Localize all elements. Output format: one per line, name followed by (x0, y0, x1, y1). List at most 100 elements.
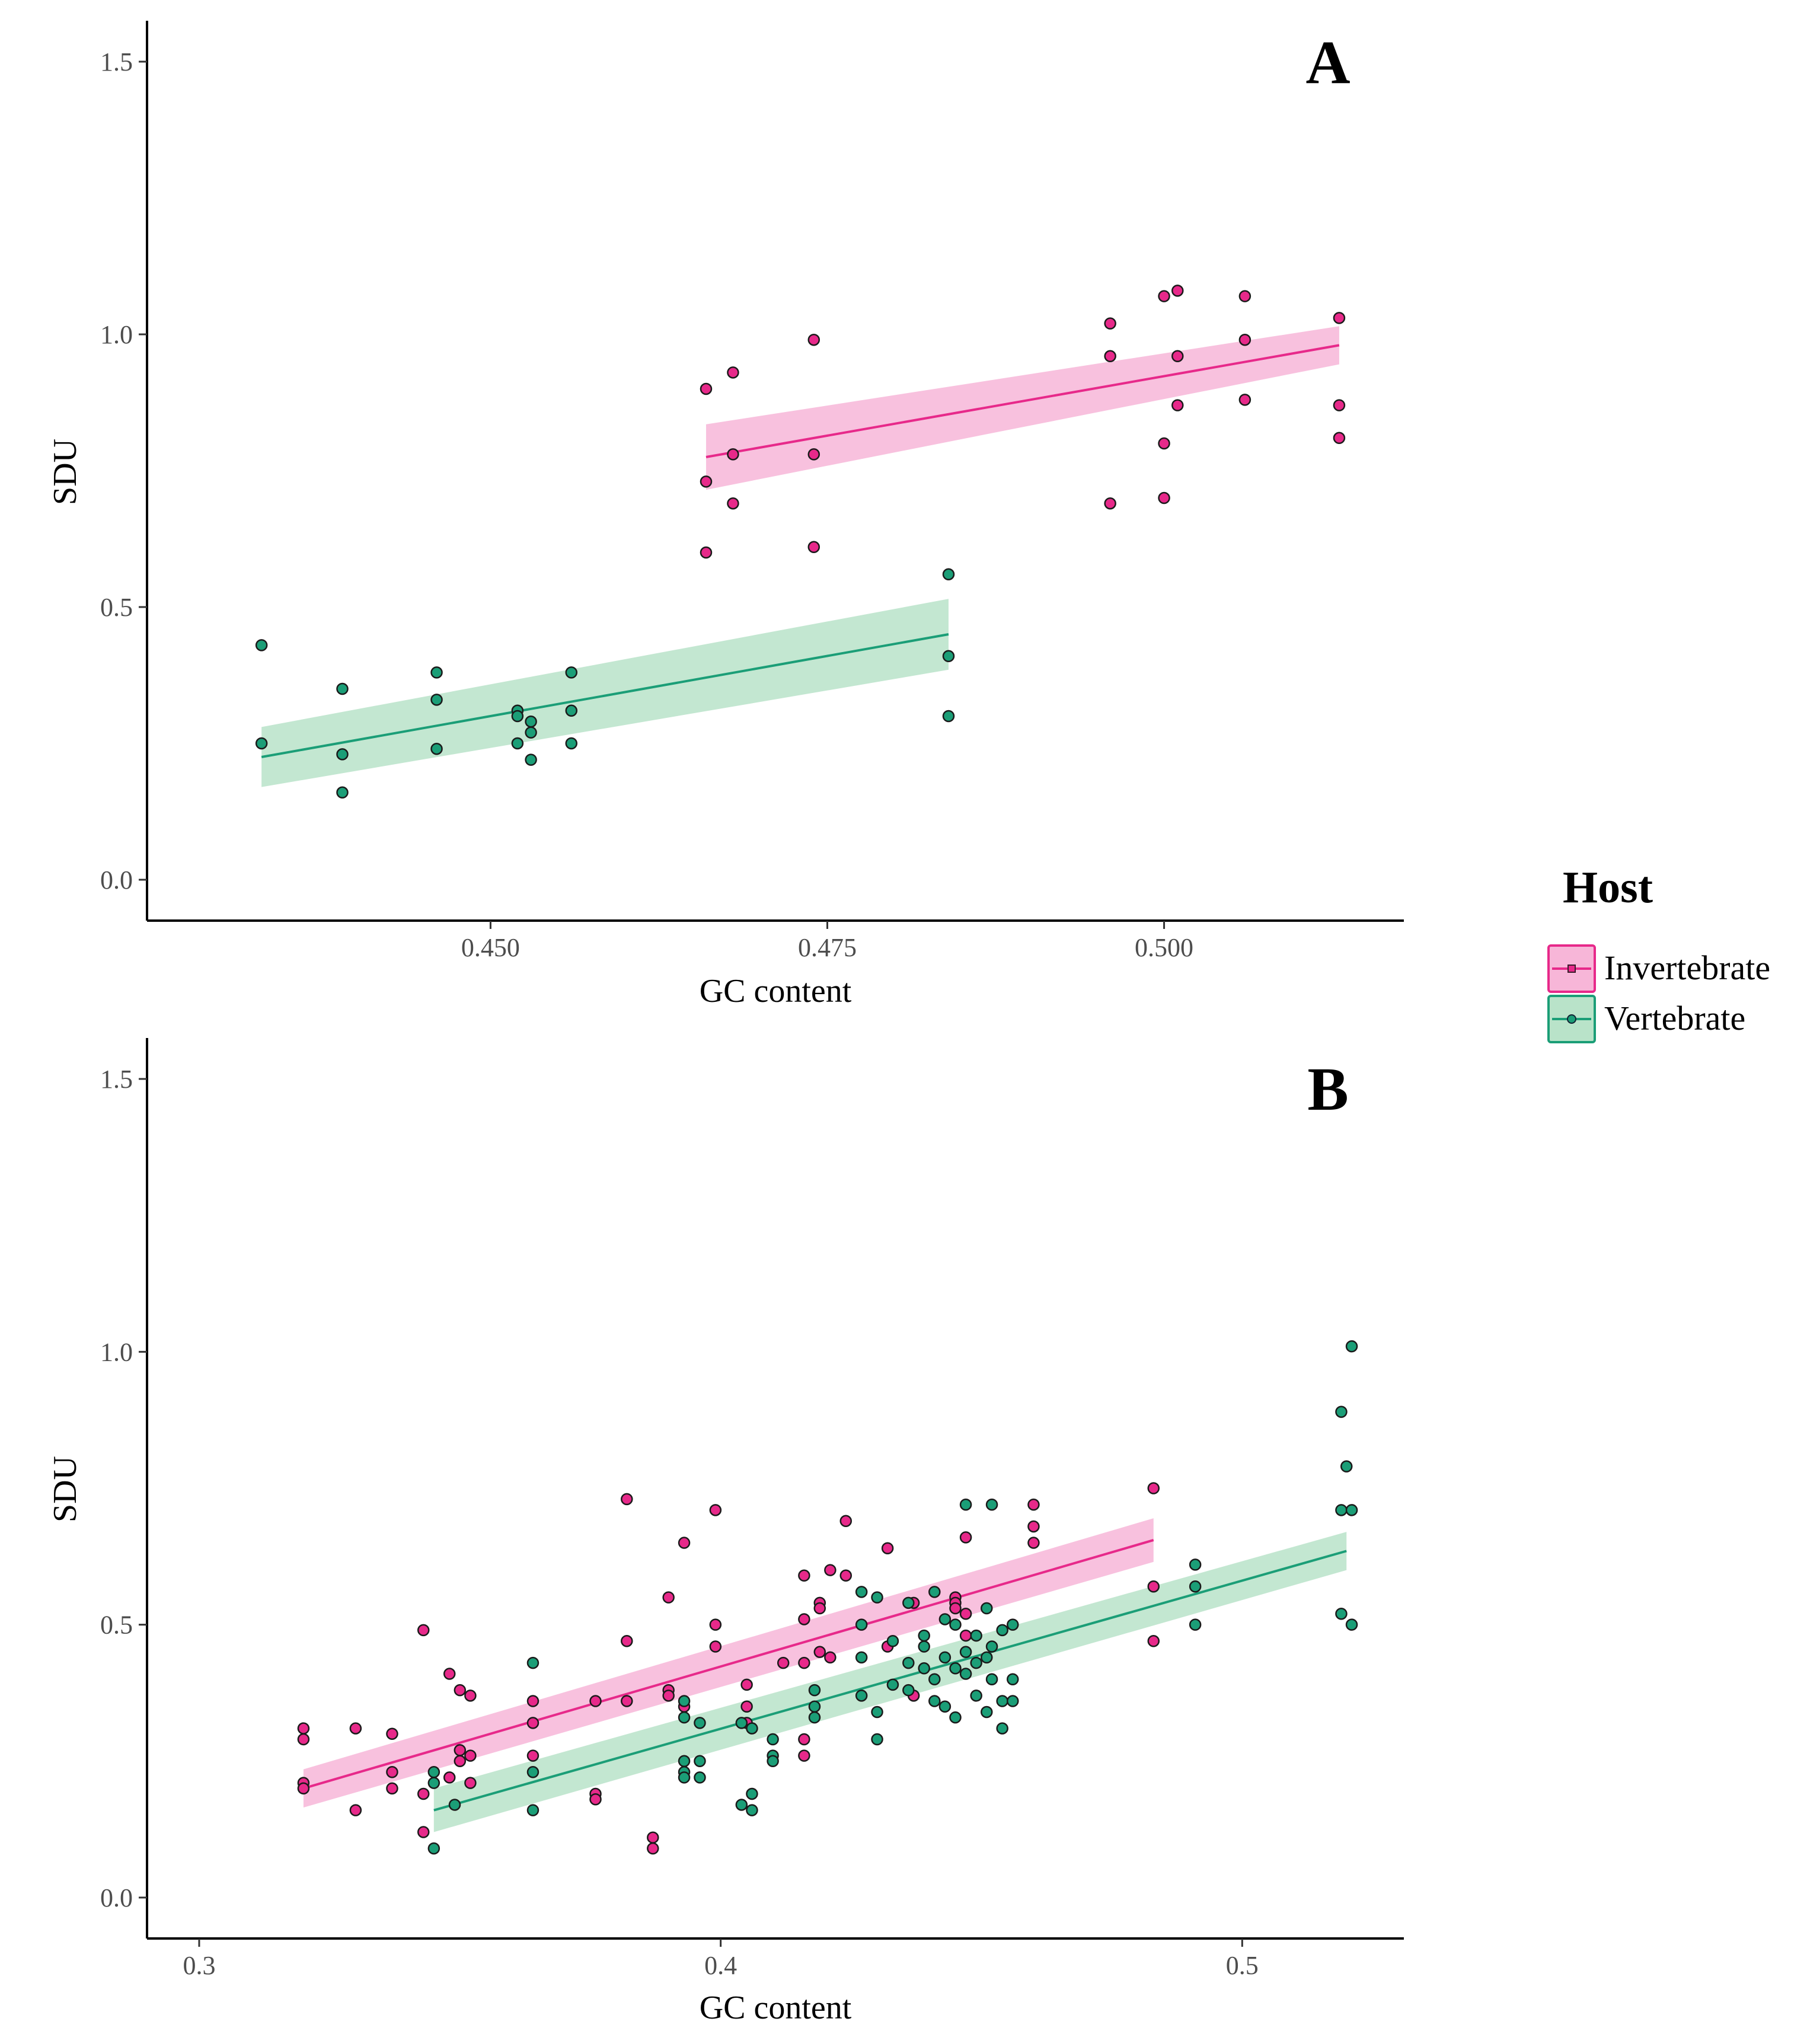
data-point-invertebrate (1333, 432, 1346, 445)
data-point-vertebrate (1335, 1607, 1348, 1620)
data-point-vertebrate (1189, 1558, 1202, 1571)
data-point-invertebrate (1027, 1520, 1040, 1533)
data-point-invertebrate (839, 1569, 853, 1582)
data-point-vertebrate (808, 1711, 821, 1724)
data-point-invertebrate (443, 1771, 456, 1784)
data-point-invertebrate (1158, 290, 1170, 302)
y-tick-label: 0.5 (100, 1611, 133, 1640)
data-point-vertebrate (996, 1624, 1008, 1637)
data-point-vertebrate (942, 568, 955, 581)
panel-b: 0.0 0.5 1.0 1.5 0.3 0.4 0.5 GC content SDU B (47, 1038, 1404, 2026)
data-point-invertebrate (1027, 1537, 1040, 1549)
legend-point-vertebrate (1567, 1014, 1576, 1024)
data-point-vertebrate (427, 1842, 440, 1855)
data-point-invertebrate (813, 1602, 826, 1615)
data-point-vertebrate (981, 1706, 993, 1719)
data-point-vertebrate (1340, 1460, 1353, 1473)
data-point-invertebrate (1158, 491, 1170, 504)
data-point-vertebrate (565, 704, 578, 717)
data-point-invertebrate (443, 1668, 456, 1680)
data-point-invertebrate (740, 1678, 753, 1691)
x-tick-label: 0.450 (461, 933, 520, 962)
panel-label: B (1307, 1055, 1348, 1123)
data-point-invertebrate (662, 1690, 675, 1702)
y-axis-title: SDU (47, 1456, 84, 1522)
data-point-vertebrate (511, 710, 524, 723)
data-point-vertebrate (938, 1613, 952, 1625)
data-point-invertebrate (1147, 1482, 1160, 1494)
data-point-vertebrate (996, 1695, 1008, 1707)
data-point-vertebrate (1006, 1673, 1019, 1685)
data-point-vertebrate (855, 1586, 868, 1598)
data-point-vertebrate (525, 753, 537, 766)
data-point-invertebrate (1027, 1498, 1040, 1511)
data-point-vertebrate (918, 1662, 930, 1675)
confidence-band-invertebrate (705, 326, 1339, 490)
data-point-vertebrate (694, 1755, 706, 1768)
data-point-invertebrate (959, 1607, 972, 1620)
data-point-invertebrate (1171, 399, 1184, 411)
data-point-vertebrate (928, 1695, 941, 1707)
data-point-vertebrate (255, 639, 268, 651)
data-point-vertebrate (678, 1695, 691, 1707)
data-point-invertebrate (386, 1782, 398, 1795)
x-tick-label: 0.475 (798, 933, 857, 962)
y-tick-label: 1.5 (100, 47, 133, 76)
data-point-invertebrate (297, 1722, 310, 1735)
x-axis-title: GC content (700, 1989, 852, 2026)
data-point-invertebrate (1333, 312, 1346, 324)
data-point-invertebrate (959, 1629, 972, 1642)
data-point-vertebrate (949, 1618, 962, 1631)
data-point-vertebrate (735, 1799, 748, 1811)
legend-label-invertebrate: Invertebrate (1604, 948, 1770, 987)
data-point-vertebrate (1345, 1504, 1358, 1516)
data-point-vertebrate (902, 1656, 915, 1669)
data-point-vertebrate (902, 1684, 915, 1697)
x-axis-title: GC content (700, 973, 852, 1010)
data-point-vertebrate (746, 1722, 758, 1735)
data-point-invertebrate (349, 1804, 362, 1816)
fit-line-invertebrate (303, 1539, 1154, 1790)
data-point-invertebrate (949, 1602, 962, 1615)
data-point-invertebrate (464, 1749, 477, 1762)
data-point-vertebrate (942, 710, 955, 723)
y-tick-label: 0.0 (100, 865, 133, 895)
x-tick-label: 0.4 (704, 1951, 737, 1980)
data-point-invertebrate (959, 1531, 972, 1544)
data-point-vertebrate (970, 1690, 982, 1702)
data-point-invertebrate (349, 1722, 362, 1735)
data-point-vertebrate (525, 726, 537, 739)
data-point-vertebrate (918, 1640, 930, 1653)
data-point-vertebrate (678, 1771, 691, 1784)
y-tick-label: 1.5 (100, 1065, 133, 1094)
y-tick-label: 0.5 (100, 593, 133, 622)
data-point-invertebrate (740, 1700, 753, 1713)
data-point-invertebrate (1238, 333, 1252, 346)
data-point-invertebrate (709, 1504, 722, 1516)
data-point-invertebrate (798, 1656, 810, 1669)
legend-point-invertebrate (1567, 964, 1576, 973)
data-point-vertebrate (336, 786, 349, 799)
data-point-invertebrate (839, 1515, 853, 1527)
data-point-vertebrate (949, 1711, 962, 1724)
y-tick-label: 0.0 (100, 1883, 133, 1912)
data-point-vertebrate (871, 1706, 883, 1719)
data-point-vertebrate (1006, 1618, 1019, 1631)
legend-label-vertebrate: Vertebrate (1604, 999, 1745, 1037)
data-point-invertebrate (621, 1493, 633, 1506)
data-point-vertebrate (336, 748, 349, 761)
data-point-vertebrate (1335, 1406, 1348, 1418)
x-tick-label: 0.500 (1135, 933, 1193, 962)
data-point-vertebrate (427, 1777, 440, 1789)
data-point-vertebrate (1189, 1618, 1202, 1631)
data-point-vertebrate (678, 1755, 691, 1768)
data-point-invertebrate (621, 1695, 633, 1707)
data-point-invertebrate (807, 541, 821, 554)
data-point-vertebrate (918, 1629, 930, 1642)
data-point-vertebrate (1006, 1695, 1019, 1707)
data-point-invertebrate (1104, 350, 1116, 363)
data-point-invertebrate (454, 1744, 467, 1756)
data-point-invertebrate (1238, 290, 1252, 302)
data-point-invertebrate (297, 1782, 310, 1795)
data-point-vertebrate (255, 737, 268, 750)
